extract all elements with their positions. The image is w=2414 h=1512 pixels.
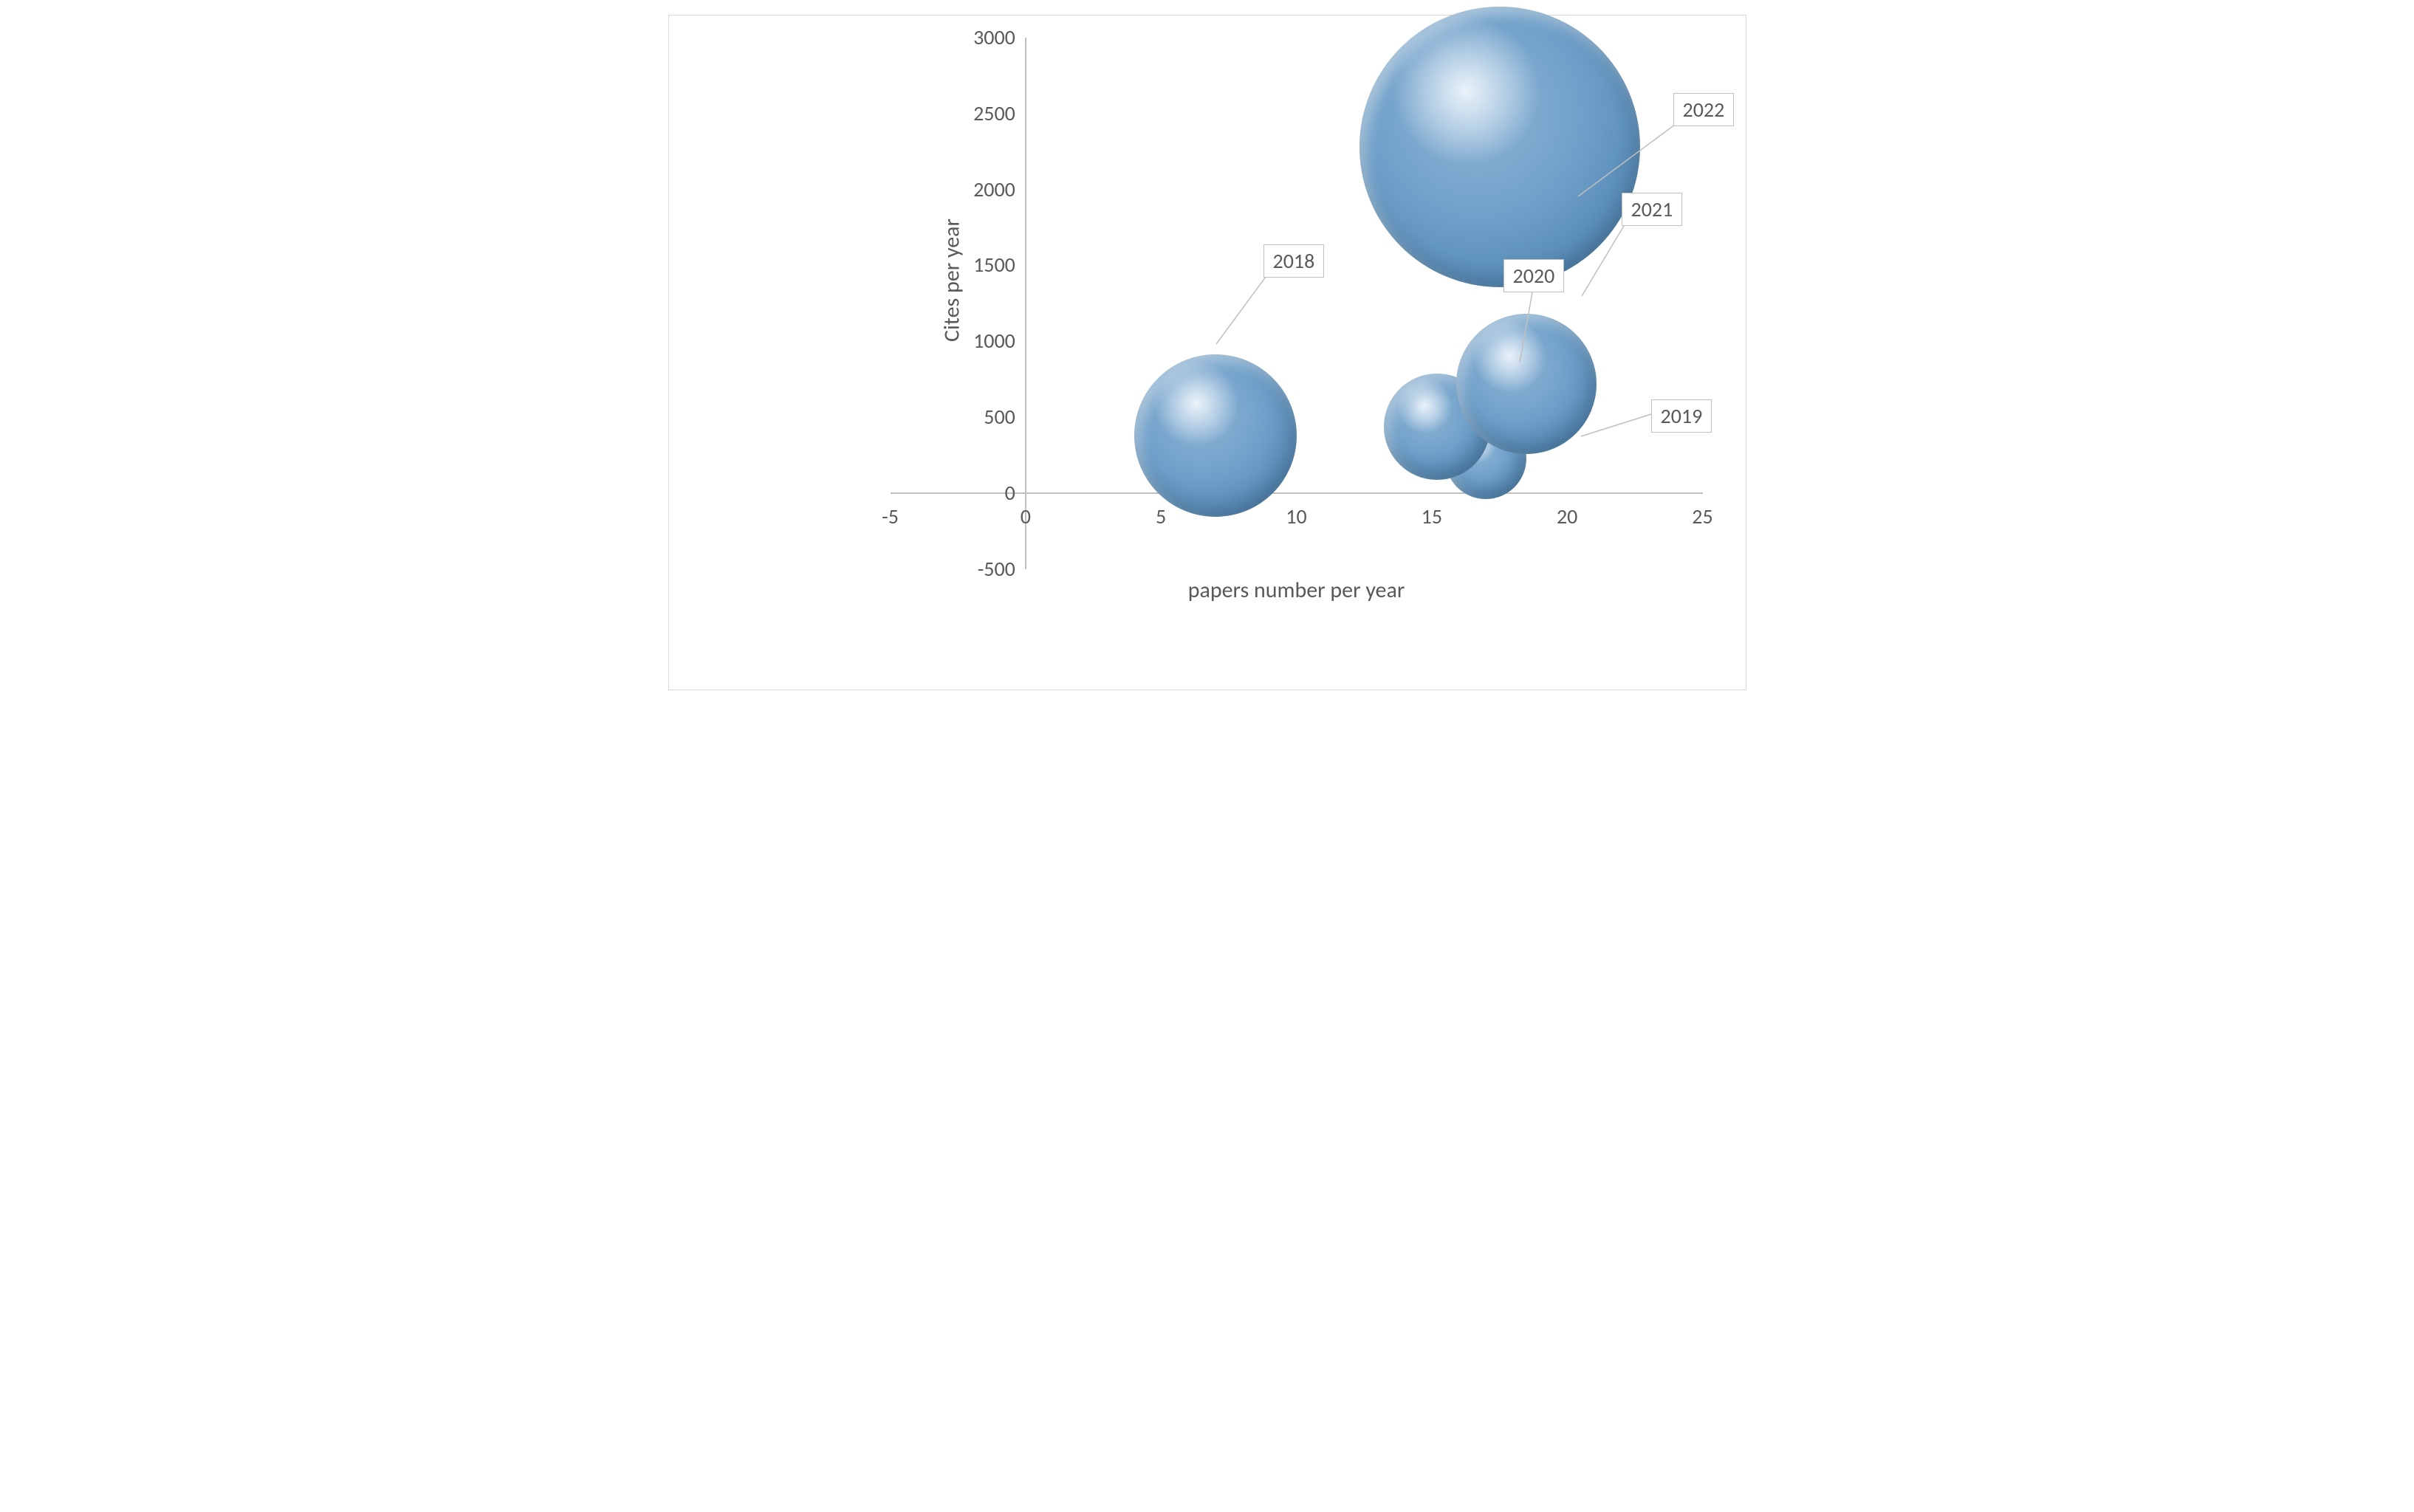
y-axis-title: Cites per year: [938, 185, 965, 377]
callout-label-2022: 2022: [1673, 93, 1735, 126]
y-axis-line: [1025, 38, 1026, 569]
bubble-chart: 20182019202020212022-5000500100015002000…: [668, 15, 1746, 690]
bubble-2022: [1359, 7, 1640, 287]
y-tick-label: 500: [984, 404, 1015, 430]
x-tick-label: 10: [1286, 504, 1306, 529]
bubble-2018: [1134, 354, 1297, 517]
callout-line-2019: [1581, 414, 1653, 438]
y-tick-label: 0: [1005, 480, 1015, 506]
x-axis-title: papers number per year: [891, 577, 1703, 604]
bubble-2021: [1456, 314, 1597, 454]
callout-label-2019: 2019: [1651, 399, 1712, 433]
x-tick-label: 25: [1692, 504, 1712, 529]
callout-label-2020: 2020: [1503, 259, 1565, 292]
x-tick-label: 20: [1557, 504, 1577, 529]
callout-label-2018: 2018: [1263, 244, 1325, 278]
callout-line-2018: [1216, 274, 1269, 346]
x-tick-label: 5: [1156, 504, 1166, 529]
y-tick-label: 2000: [973, 176, 1015, 202]
y-tick-label: 1500: [973, 252, 1015, 278]
y-tick-label: 1000: [973, 328, 1015, 354]
x-tick-label: 15: [1422, 504, 1442, 529]
y-tick-label: 2500: [973, 100, 1015, 126]
x-tick-label: -5: [882, 504, 899, 529]
x-tick-label: 0: [1021, 504, 1031, 529]
y-tick-label: 3000: [973, 24, 1015, 50]
callout-label-2021: 2021: [1622, 193, 1683, 226]
plot-area: 20182019202020212022-5000500100015002000…: [891, 38, 1703, 569]
